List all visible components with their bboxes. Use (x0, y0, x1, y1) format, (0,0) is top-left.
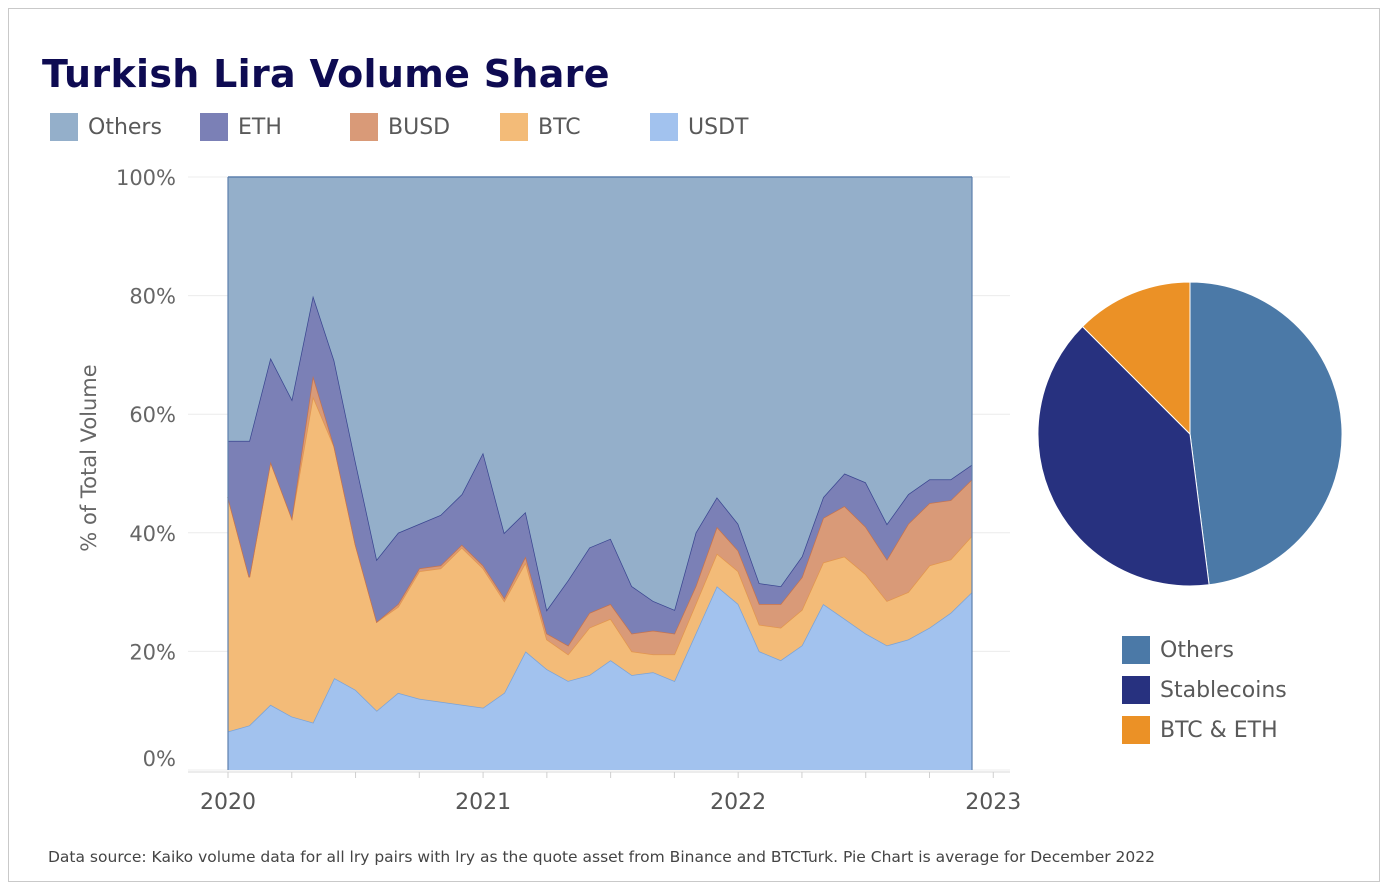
pie-legend-item: Others (1122, 630, 1287, 670)
legend-label: BTC (538, 114, 581, 140)
source-note: Data source: Kaiko volume data for all l… (48, 848, 1155, 866)
legend-item-usdt: USDT (650, 113, 800, 141)
legend-item-others: Others (50, 113, 200, 141)
area-legend: Others ETH BUSD BTC USDT (50, 113, 800, 141)
legend-swatch (200, 113, 228, 141)
legend-item-eth: ETH (200, 113, 350, 141)
pie-legend-label: Others (1160, 637, 1234, 663)
pie-legend-item: BTC & ETH (1122, 710, 1287, 750)
legend-swatch (650, 113, 678, 141)
legend-label: ETH (238, 114, 282, 140)
legend-swatch (500, 113, 528, 141)
pie-legend-swatch (1122, 636, 1150, 664)
legend-label: USDT (688, 114, 749, 140)
legend-item-btc: BTC (500, 113, 650, 141)
legend-label: BUSD (388, 114, 451, 140)
pie-legend-swatch (1122, 676, 1150, 704)
chart-title: Turkish Lira Volume Share (42, 52, 610, 96)
legend-label: Others (88, 114, 162, 140)
pie-legend: Others Stablecoins BTC & ETH (1122, 630, 1287, 750)
legend-swatch (50, 113, 78, 141)
pie-legend-label: Stablecoins (1160, 677, 1287, 703)
pie-legend-swatch (1122, 716, 1150, 744)
legend-item-busd: BUSD (350, 113, 500, 141)
pie-legend-label: BTC & ETH (1160, 717, 1278, 743)
pie-legend-item: Stablecoins (1122, 670, 1287, 710)
legend-swatch (350, 113, 378, 141)
